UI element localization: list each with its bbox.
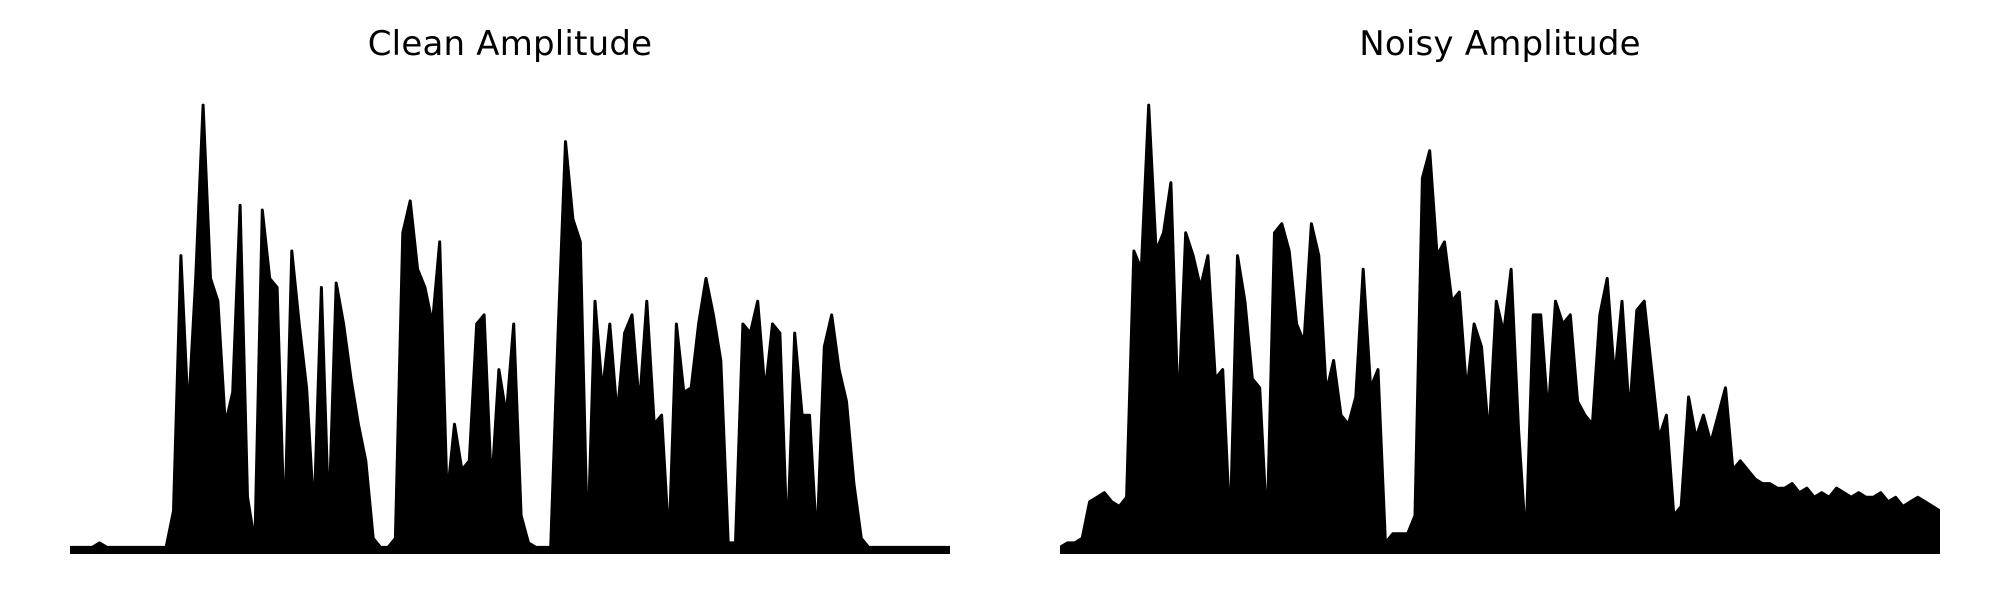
clean-amplitude-area xyxy=(70,103,950,554)
clean-amplitude-plot xyxy=(70,90,950,560)
clean-amplitude-title: Clean Amplitude xyxy=(367,24,653,64)
noisy-amplitude-area xyxy=(1060,103,1940,554)
noisy-amplitude-title: Noisy Amplitude xyxy=(1359,24,1641,64)
noisy-amplitude-panel: Noisy Amplitude xyxy=(1050,0,1950,600)
noisy-amplitude-plot xyxy=(1060,90,1940,560)
clean-amplitude-panel: Clean Amplitude xyxy=(60,0,960,600)
clean-amplitude-chart xyxy=(70,103,950,554)
noisy-amplitude-chart xyxy=(1060,103,1940,554)
